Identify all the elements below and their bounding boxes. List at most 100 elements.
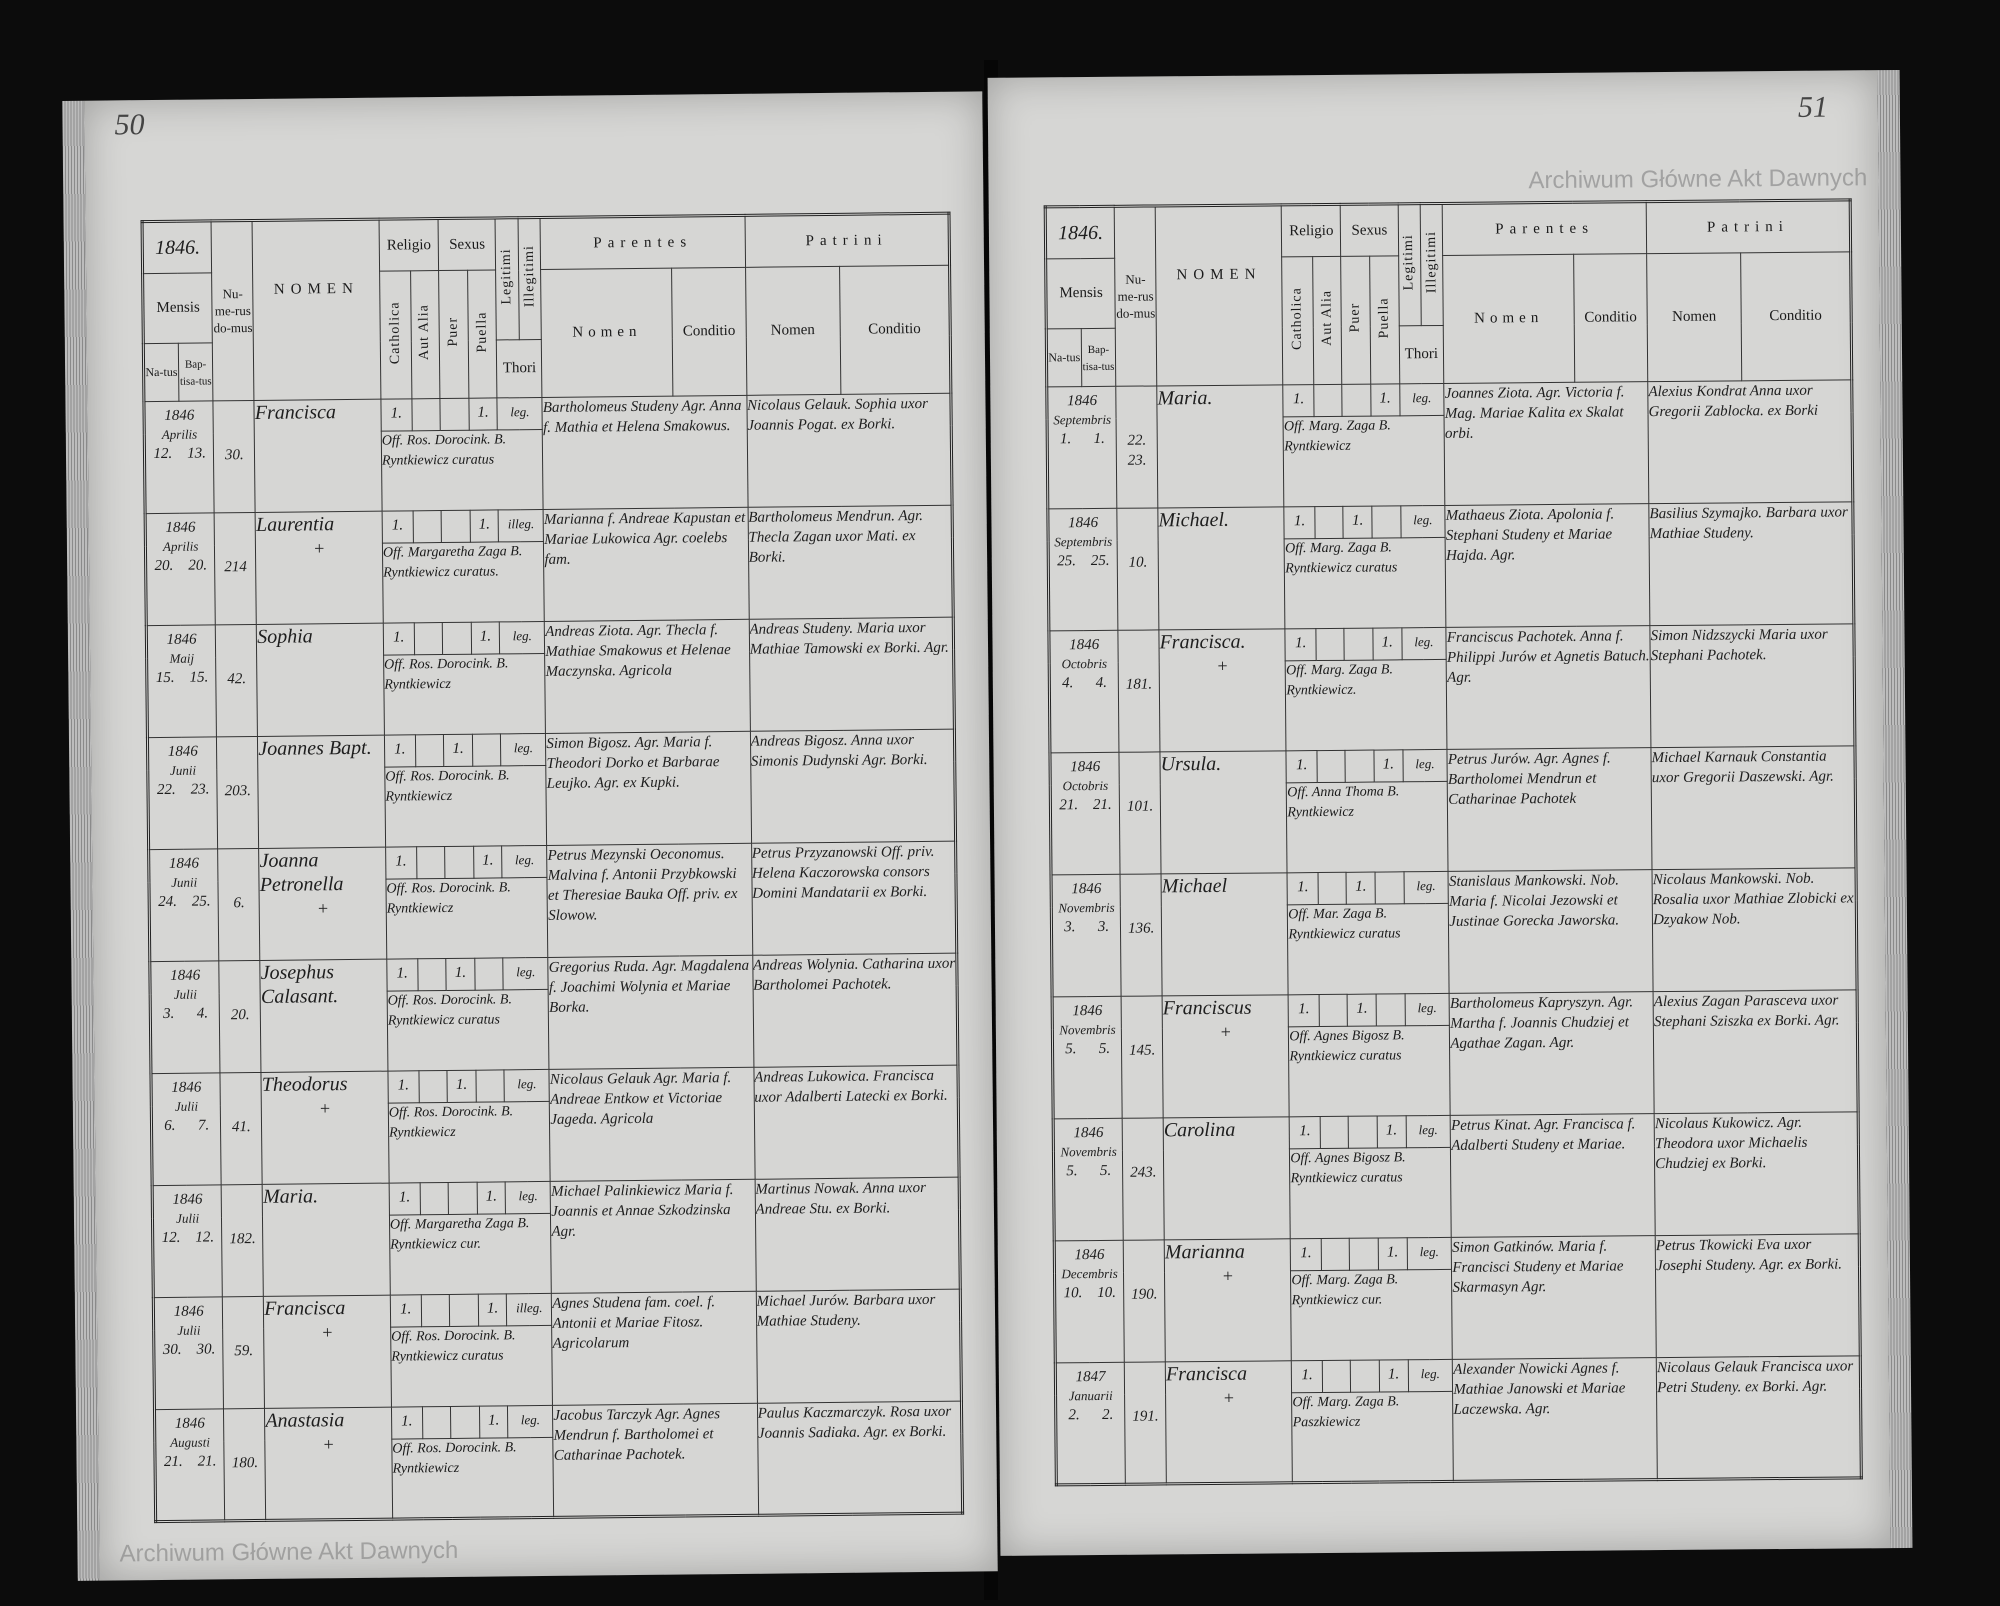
entry-domus: 203. [216,736,259,849]
entry-catholica: 1. [1299,1123,1311,1140]
entry-month: Julii [173,986,197,1002]
entry-catholica: 1. [401,1413,413,1430]
entry-domus: 30. [213,400,256,513]
catholica-cell: 1. [1290,1238,1322,1271]
natus-header: Na-tus [143,343,179,402]
aut-alia-label: Aut Alia [1319,289,1335,346]
entry-patrini: Bartholomeus Mendrun. Agr. Thecla Zagan … [747,505,954,620]
baptisatus-label: Bap-tisa-tus [1082,343,1115,373]
entry-catholica: 1. [1296,757,1308,774]
entry-name: Marianna [1164,1240,1245,1264]
entry-name-cell: Joannes Bapt. [257,735,386,849]
entry-baptisatus: 4. [196,1005,209,1022]
parentes-label: Parentes [593,233,693,251]
entry-name: Franciscus [1162,996,1252,1020]
entry-name-cell: Sophia [256,623,385,737]
entry-officiant: Off. Margaretha Zaga B. Ryntkiewicz cura… [382,541,545,624]
legitimacy-cell: leg. [1404,993,1450,1026]
entry-legitimacy: leg. [1413,512,1433,528]
entry-domus: 191. [1124,1361,1167,1485]
puer-cell [441,510,471,543]
entry-domus: 243. [1122,1117,1165,1241]
thori-header: Thori [1398,325,1445,384]
aut-alia-cell [1322,1360,1352,1393]
entry-officiant: Off. Ros. Dorocink. B. Ryntkiewicz [391,1437,554,1520]
entry-name: Francisca [254,401,337,424]
puella-cell: 1. [1372,627,1402,661]
deceased-cross-icon: + [1216,655,1229,676]
patrini-nomen-header: Nomen [745,266,841,396]
entry-month: Octobris [1061,655,1108,672]
entry-officiant: Off. Agnes Bigosz B. Ryntkiewicz curatus [1288,1025,1451,1117]
parentes-nomen-header: Nomen [540,268,673,398]
left-page: 50 Archiwum Główne Akt Dawnych 1846. Nu-… [62,91,998,1581]
catholica-cell: 1. [383,622,415,656]
entry-month: Octobris [1062,777,1109,794]
entry-natus: 5. [1066,1163,1078,1180]
aut-alia-cell [412,510,442,543]
legitimacy-cell: leg. [1399,383,1445,416]
catholica-label: Catholica [387,301,403,364]
catholica-cell: 1. [387,1070,419,1104]
parentes-conditio-label: Conditio [1584,309,1637,326]
puella-label: Puella [1376,296,1392,339]
legitimacy-cell: leg. [504,1069,550,1102]
entry-natus: 30. [162,1341,182,1358]
entry-name-cell: Michael [1161,872,1289,996]
nomen-header: NOMEN [1155,204,1284,386]
puer-label: Puer [445,316,461,347]
entry-officiant: Off. Ros. Dorocink. B. Ryntkiewicz [388,1101,551,1184]
entry-patrini: Paulus Kaczmarczyk. Rosa uxor Joannis Sa… [757,1401,963,1516]
deceased-cross-icon: + [1221,1265,1234,1286]
entry-natus: 20. [154,557,174,575]
aut-alia-cell [420,1294,450,1327]
religio-header: Religio [378,218,439,272]
sexus-label: Sexus [449,236,486,253]
year-header: 1846. [1045,206,1115,259]
entry-year: 1846 [171,1079,202,1096]
entry-catholica: 1. [1301,1367,1313,1384]
entry-baptisatus: 13. [187,445,207,462]
patrini-header: Patrini [1646,199,1851,254]
page-edges [62,100,100,1581]
puer-cell: 1. [1346,872,1376,905]
entry-name-cell: Theodorus + [261,1071,390,1185]
entry-catholica: 1. [399,1301,412,1318]
entry-patrini: Martinus Nowak. Anna uxor Andreae Stu. e… [754,1177,961,1292]
entry-parentes: Simon Bigosz. Agr. Maria f. Theodori Dor… [545,731,752,846]
parentes-nomen-header: Nomen [1442,254,1575,384]
patrini-header: Patrini [744,213,950,268]
deceased-cross-icon: + [321,1322,334,1343]
entry-catholica: 1. [391,517,404,534]
entry-domus: 180. [223,1408,266,1521]
entry-natus: 10. [1063,1285,1083,1302]
deceased-cross-icon: + [312,538,326,559]
entry-officiant: Off. Marg. Zaga B. Ryntkiewicz cur. [1290,1269,1453,1361]
puella-cell [1374,871,1404,905]
entry-name: Ursula. [1160,752,1222,776]
register-entry: 1846 Novembris 3. 3. 136. Michael 1. 1. l… [1051,867,1858,997]
sex-mark: 1. [482,852,494,869]
entry-parentes: Petrus Kinat. Agr. Francisca f. Adalbert… [1450,1113,1656,1238]
puer-header: Puer [1341,256,1371,385]
entry-legitimacy: leg. [516,964,536,980]
patrini-conditio-header: Conditio [839,265,951,395]
date-cell: 1846 Octobris 21. 21. [1049,752,1121,875]
entry-catholica: 1. [1292,391,1305,408]
date-cell: 1846 Decembris 10. 10. [1054,1240,1125,1363]
entry-domus: 136. [1120,873,1163,997]
date-cell: 1846 Julii 30. 30. [153,1296,224,1410]
sex-mark: 1. [479,628,492,645]
entry-natus: 12. [161,1229,181,1246]
puer-cell: 1. [1347,994,1377,1027]
entry-month: Septembris [1053,411,1112,428]
date-cell: 1846 Junii 24. 25. [148,848,220,962]
sex-mark: 1. [1387,1366,1400,1383]
entry-legitimacy: leg. [1415,756,1435,772]
right-page: 51 Archiwum Główne Akt Dawnych 1846. Nu-… [987,69,1913,1556]
entry-parentes: Petrus Jurów. Agr. Agnes f. Bartholomei … [1447,747,1653,872]
patrini-label: Patrini [1706,218,1790,236]
entry-month: Julii [174,1098,199,1114]
entry-officiant: Off. Marg. Zaga B. Paszkiewicz [1291,1391,1454,1483]
entry-month: Aprilis [162,538,199,554]
